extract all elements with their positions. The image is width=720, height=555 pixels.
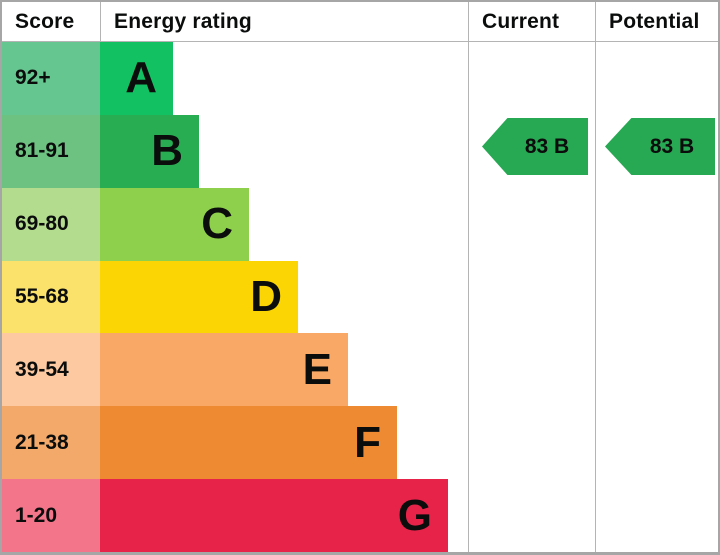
potential-header-label: Potential bbox=[609, 9, 700, 33]
rating-bands: 92+ A 81-91 B 69-80 C bbox=[2, 42, 468, 552]
score-column-header: Score bbox=[2, 2, 100, 41]
band-row-e: 39-54 E bbox=[2, 333, 468, 407]
band-row-g: 1-20 G bbox=[2, 479, 468, 552]
band-e-score-range: 39-54 bbox=[15, 357, 69, 381]
band-e-bar: E bbox=[100, 333, 348, 407]
band-row-f: 21-38 F bbox=[2, 406, 468, 480]
band-b-score-range: 81-91 bbox=[15, 139, 69, 163]
band-d-letter: D bbox=[250, 272, 282, 321]
band-c-letter: C bbox=[201, 199, 233, 249]
band-d-score-cell: 55-68 bbox=[2, 260, 100, 334]
band-f-bar: F bbox=[100, 406, 397, 480]
band-d-score-range: 55-68 bbox=[15, 285, 69, 308]
band-g-score-range: 1-20 bbox=[15, 503, 58, 527]
band-g-letter: G bbox=[397, 490, 432, 540]
potential-rating-value: 83 B bbox=[649, 134, 695, 158]
chart-body: 92+ A 81-91 B 69-80 C bbox=[2, 42, 718, 552]
potential-rating-arrow: 83 B bbox=[605, 118, 715, 175]
current-rating-column: 83 B bbox=[468, 42, 595, 552]
band-c-bar: C bbox=[100, 187, 249, 261]
current-column-header: Current bbox=[468, 2, 595, 41]
band-d-bar: D bbox=[100, 260, 298, 334]
band-e-score-cell: 39-54 bbox=[2, 333, 100, 407]
band-row-a: 92+ A bbox=[2, 42, 468, 115]
energy-rating-column-header: Energy rating bbox=[100, 2, 468, 41]
band-c-score-range: 69-80 bbox=[15, 212, 69, 236]
band-g-bar: G bbox=[100, 479, 448, 552]
chart-header: Score Energy rating Current Potential bbox=[2, 2, 718, 42]
current-header-label: Current bbox=[482, 9, 560, 33]
potential-rating-column: 83 B bbox=[595, 42, 718, 552]
band-a-letter: A bbox=[125, 53, 157, 103]
band-e-letter: E bbox=[302, 344, 332, 394]
band-f-score-cell: 21-38 bbox=[2, 406, 100, 480]
current-rating-value: 83 B bbox=[524, 134, 570, 158]
band-a-score-range: 92+ bbox=[15, 66, 51, 90]
score-header-label: Score bbox=[15, 9, 75, 33]
band-row-b: 81-91 B bbox=[2, 114, 468, 188]
band-a-bar: A bbox=[100, 42, 173, 115]
band-b-letter: B bbox=[151, 126, 183, 176]
potential-column-header: Potential bbox=[595, 2, 718, 41]
band-b-score-cell: 81-91 bbox=[2, 114, 100, 188]
band-f-score-range: 21-38 bbox=[15, 430, 69, 454]
band-f-letter: F bbox=[354, 417, 381, 467]
current-rating-arrow: 83 B bbox=[482, 118, 588, 175]
band-a-score-cell: 92+ bbox=[2, 42, 100, 115]
band-row-d: 55-68 D bbox=[2, 260, 468, 334]
band-b-bar: B bbox=[100, 114, 199, 188]
band-g-score-cell: 1-20 bbox=[2, 479, 100, 552]
band-c-score-cell: 69-80 bbox=[2, 187, 100, 261]
energy-rating-header-label: Energy rating bbox=[114, 9, 252, 33]
band-row-c: 69-80 C bbox=[2, 187, 468, 261]
